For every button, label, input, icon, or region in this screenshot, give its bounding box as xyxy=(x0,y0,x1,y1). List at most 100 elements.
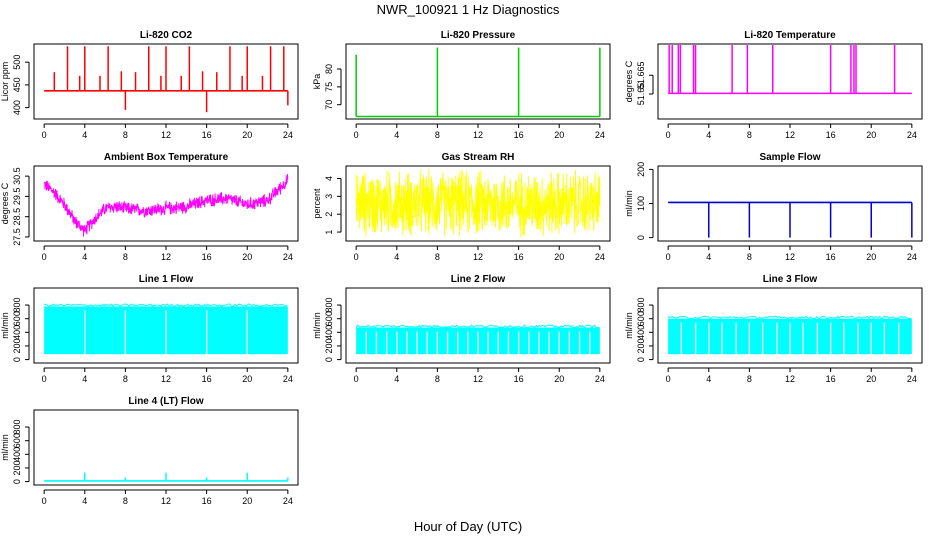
figure-xlabel: Hour of Day (UTC) xyxy=(414,519,522,534)
panel-data xyxy=(668,45,912,95)
y-tick-label: 51.665 xyxy=(636,61,646,89)
panel-data xyxy=(44,46,289,113)
y-tick-label: 400 xyxy=(324,325,334,340)
x-tick-label: 12 xyxy=(161,496,171,506)
x-tick-label: 8 xyxy=(123,130,128,140)
x-tick-label: 8 xyxy=(435,252,440,262)
x-tick-label: 20 xyxy=(554,252,564,262)
y-tick-label: 0 xyxy=(324,357,334,362)
x-tick-label: 24 xyxy=(283,496,293,506)
y-tick-label: 80 xyxy=(324,64,334,74)
series-line xyxy=(355,168,601,238)
x-tick-label: 12 xyxy=(161,130,171,140)
panel-frame xyxy=(345,287,611,364)
y-tick-label: 400 xyxy=(636,325,646,340)
x-tick-label: 12 xyxy=(161,374,171,384)
y-tick-label: 800 xyxy=(12,298,22,313)
x-tick-label: 8 xyxy=(123,374,128,384)
series-line xyxy=(43,173,289,237)
panel-6: Sample Flow ml/min 0 4 8 12 16 20 24 0 100 200 xyxy=(624,152,923,262)
y-tick-label: 600 xyxy=(12,311,22,326)
x-tick-label: 20 xyxy=(242,252,252,262)
x-tick-label: 12 xyxy=(785,374,795,384)
panel-frame xyxy=(33,409,299,486)
x-tick-label: 20 xyxy=(866,374,876,384)
x-tick-label: 4 xyxy=(706,374,711,384)
x-tick-label: 0 xyxy=(42,252,47,262)
x-tick-label: 24 xyxy=(595,252,605,262)
x-tick-label: 4 xyxy=(394,252,399,262)
x-tick-label: 4 xyxy=(394,374,399,384)
panel-2: Li-820 Pressure kPa 0 4 8 12 16 20 24 70 75 80 xyxy=(312,30,611,140)
x-tick-label: 20 xyxy=(554,130,564,140)
y-tick-label: 51.65 xyxy=(636,83,646,106)
y-tick-label: 0 xyxy=(12,357,22,362)
y-tick-label: 200 xyxy=(324,338,334,353)
x-tick-label: 0 xyxy=(42,374,47,384)
panel-title: Li-820 CO2 xyxy=(140,30,193,41)
y-tick-label: 0 xyxy=(636,357,646,362)
x-tick-label: 8 xyxy=(747,252,752,262)
panel-10: Line 4 (LT) Flow ml/min 0 4 8 12 16 20 24 0 200400… xyxy=(0,396,299,506)
x-tick-label: 4 xyxy=(706,130,711,140)
panel-title: Line 2 Flow xyxy=(451,274,506,285)
panel-title: Ambient Box Temperature xyxy=(104,152,229,163)
x-tick-label: 0 xyxy=(354,130,359,140)
y-tick-label: 600 xyxy=(12,433,22,448)
panel-9: Line 3 Flow ml/min 0 4 8 12 16 20 24 0 20040060080… xyxy=(624,274,923,384)
y-tick-label: 200 xyxy=(636,338,646,353)
y-tick-label: 200 xyxy=(12,338,22,353)
panel-title: Gas Stream RH xyxy=(442,152,515,163)
panel-frame xyxy=(657,287,923,364)
x-tick-label: 24 xyxy=(907,252,917,262)
x-tick-label: 16 xyxy=(826,130,836,140)
x-tick-label: 16 xyxy=(202,374,212,384)
y-tick-label: 100 xyxy=(636,196,646,211)
x-tick-label: 16 xyxy=(202,496,212,506)
panel-4: Ambient Box Temperature degrees C 0 4 8 12 16 2… xyxy=(0,152,299,262)
panel-ylabel: degrees C xyxy=(624,60,634,102)
panel-frame xyxy=(33,43,299,120)
panel-ylabel: degrees C xyxy=(0,182,10,224)
x-tick-label: 12 xyxy=(473,252,483,262)
y-tick-label: 800 xyxy=(636,298,646,313)
x-tick-label: 24 xyxy=(907,374,917,384)
x-tick-label: 0 xyxy=(666,374,671,384)
y-tick-label: 400 xyxy=(12,325,22,340)
x-tick-label: 12 xyxy=(161,252,171,262)
x-tick-label: 4 xyxy=(82,252,87,262)
x-tick-label: 8 xyxy=(123,496,128,506)
x-tick-label: 4 xyxy=(82,496,87,506)
y-tick-label: 800 xyxy=(12,420,22,435)
x-tick-label: 24 xyxy=(907,130,917,140)
x-tick-label: 24 xyxy=(283,130,293,140)
x-tick-label: 20 xyxy=(866,130,876,140)
panel-frame xyxy=(33,165,299,242)
x-tick-label: 0 xyxy=(42,496,47,506)
panel-title: Line 1 Flow xyxy=(139,274,194,285)
x-tick-label: 20 xyxy=(866,252,876,262)
panel-ylabel: ml/min xyxy=(0,434,10,461)
panel-title: Line 3 Flow xyxy=(763,274,818,285)
x-tick-label: 12 xyxy=(785,252,795,262)
x-tick-label: 8 xyxy=(123,252,128,262)
figure-title: NWR_100921 1 Hz Diagnostics xyxy=(377,2,560,17)
x-tick-label: 16 xyxy=(826,252,836,262)
panel-ylabel: ml/min xyxy=(312,312,322,339)
panel-frame xyxy=(345,165,611,242)
y-tick-label: 600 xyxy=(636,311,646,326)
x-tick-label: 0 xyxy=(666,130,671,140)
y-tick-label: 800 xyxy=(324,298,334,313)
y-tick-label: 400 xyxy=(12,100,22,115)
y-tick-label: 70 xyxy=(324,100,334,110)
y-tick-label: 4 xyxy=(324,176,334,181)
panel-3: Li-820 Temperature degrees C 0 4 8 12 16 20 24 51… xyxy=(624,30,923,140)
x-tick-label: 20 xyxy=(554,374,564,384)
panel-7: Line 1 Flow ml/min 0 4 8 12 16 20 24 0 20040060080… xyxy=(0,274,299,384)
y-tick-label: 0 xyxy=(636,235,646,240)
x-tick-label: 16 xyxy=(514,252,524,262)
panel-ylabel: ml/min xyxy=(0,312,10,339)
flow-band-edge xyxy=(44,303,288,308)
